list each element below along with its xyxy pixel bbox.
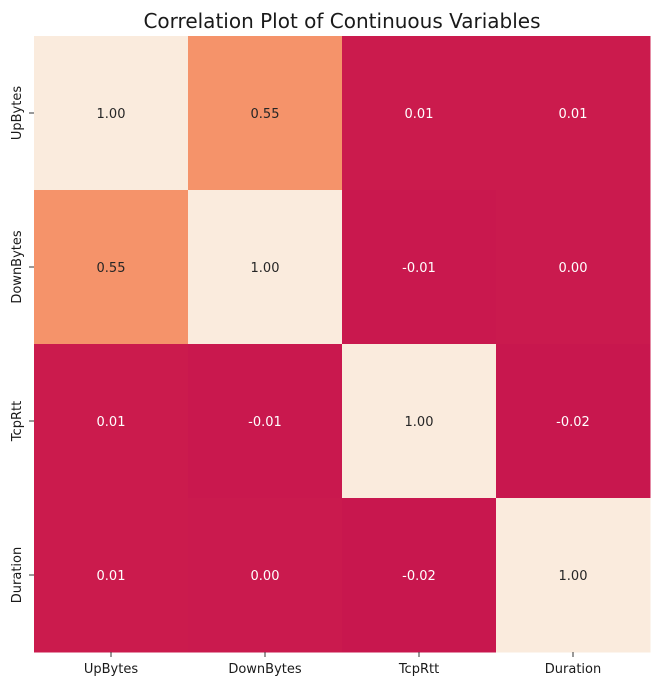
heatmap-cell [34,36,189,191]
heatmap-cell [496,344,651,499]
heatmap-cell [188,36,343,191]
cell-value-label: 0.00 [251,569,280,584]
cell-value-label: 0.55 [97,261,126,276]
y-tick-label: TcpRtt [10,401,25,442]
cell-value-label: 0.01 [97,569,126,584]
heatmap-cell [34,344,189,499]
heatmap-cell [496,36,651,191]
y-tick-label: UpBytes [10,86,25,140]
cell-value-label: 1.00 [405,415,434,430]
y-tick-label: DownBytes [10,230,25,304]
heatmap-cell [342,190,497,345]
cell-value-label: 0.01 [405,107,434,122]
heatmap-cell-labels: 1.00 0.55 0.01 0.01 0.55 1.00 -0.01 0.00 0.01 -0.… [97,107,590,584]
heatmap-cell [188,344,343,499]
cell-value-label: -0.02 [556,415,590,430]
x-tick-label: TcpRtt [398,662,439,677]
y-axis: UpBytes DownBytes TcpRtt Duration [10,86,34,603]
heatmap-cell [34,190,189,345]
cell-value-label: 0.00 [559,261,588,276]
heatmap-cell [34,498,189,653]
cell-value-label: -0.01 [248,415,282,430]
heatmap-cell [496,498,651,653]
heatmap-cell [342,498,497,653]
x-tick-label: DownBytes [228,662,302,677]
x-tick-label: Duration [545,662,601,677]
x-axis: UpBytes DownBytes TcpRtt Duration [84,652,601,677]
cell-value-label: 1.00 [97,107,126,122]
heatmap-cell [342,344,497,499]
cell-value-label: -0.02 [402,569,436,584]
cell-value-label: 0.01 [559,107,588,122]
heatmap-cell [496,190,651,345]
cell-value-label: 1.00 [559,569,588,584]
heatmap-cell [188,190,343,345]
x-tick-label: UpBytes [84,662,138,677]
cell-value-label: 1.00 [251,261,280,276]
y-tick-label: Duration [10,547,25,603]
heatmap-cells [34,36,651,653]
chart-title: Correlation Plot of Continuous Variables [143,9,540,33]
heatmap-cell [342,36,497,191]
cell-value-label: -0.01 [402,261,436,276]
cell-value-label: 0.01 [97,415,126,430]
heatmap-cell [188,498,343,653]
cell-value-label: 0.55 [251,107,280,122]
